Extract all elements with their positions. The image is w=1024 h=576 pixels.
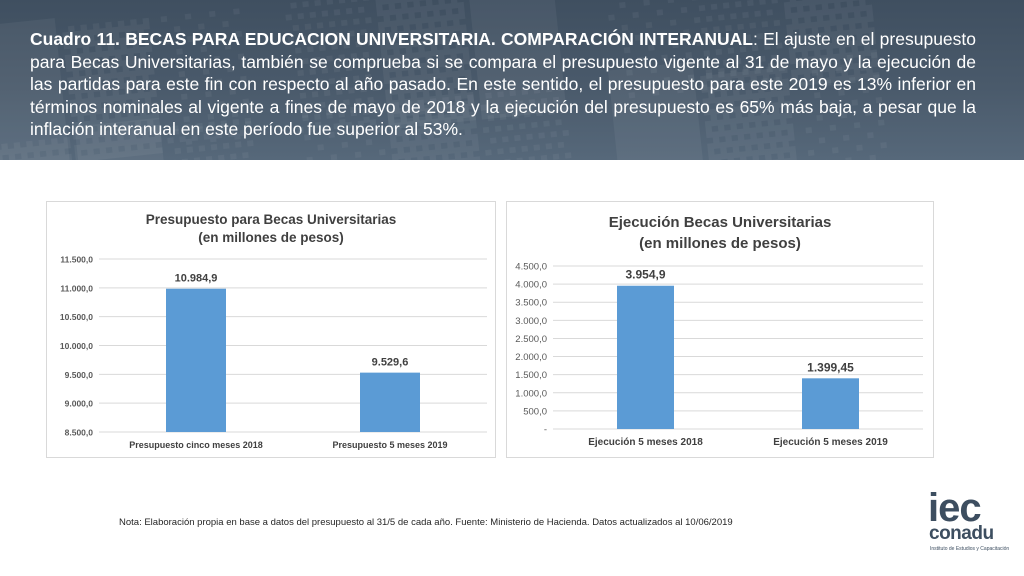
header-body: : El ajuste en el presupuesto para Becas…	[30, 29, 976, 139]
y-tick-label: 9.000,0	[65, 399, 94, 409]
footnote: Nota: Elaboración propia en base a datos…	[119, 517, 733, 528]
y-tick-label: 9.500,0	[65, 370, 94, 380]
category-label: Presupuesto cinco meses 2018	[129, 440, 263, 450]
data-label: 1.399,45	[807, 360, 854, 374]
y-tick-label: 2.500,0	[515, 334, 547, 345]
logo-conadu-text: conadu	[929, 523, 994, 544]
chart-ejecucion: Ejecución Becas Universitarias (en millo…	[506, 201, 934, 458]
bar	[802, 378, 859, 429]
chart-title: Ejecución Becas Universitarias (en millo…	[507, 212, 933, 254]
y-tick-label: 11.500,0	[60, 255, 93, 265]
chart-title: Presupuesto para Becas Universitarias (e…	[47, 211, 495, 247]
y-tick-label: -	[544, 425, 547, 436]
chart-ejecucion-plot: - 500,0 1.000,0 1.500,0 2.000,0 2.500,0 3.000,…	[515, 262, 923, 448]
chart-presupuesto: Presupuesto para Becas Universitarias (e…	[46, 201, 496, 458]
chart-title-line2: (en millones de pesos)	[639, 235, 801, 252]
y-tick-label: 11.000,0	[60, 283, 93, 293]
header-title: Cuadro 11. BECAS PARA EDUCACION UNIVERSI…	[30, 29, 753, 49]
iec-conadu-logo: iec conadu Instituto de Estudios y Capac…	[928, 488, 1010, 554]
y-tick-label: 4.000,0	[515, 280, 547, 291]
y-tick-label: 3.000,0	[515, 316, 547, 327]
logo-iec-text: iec	[928, 486, 982, 530]
chart-presupuesto-plot: 8.500,0 9.000,0 9.500,0 10.000,0 10.500,0 11.…	[60, 255, 487, 450]
bar	[617, 285, 674, 429]
header-banner: █▓░ ▒▓█ ░▒▓ ▓█▒ ░▓▒ █▓░ Cuadro 11. BECAS …	[0, 0, 1024, 160]
bar	[166, 288, 226, 432]
category-label: Ejecución 5 meses 2019	[773, 437, 888, 448]
chart-title-line2: (en millones de pesos)	[198, 230, 344, 245]
y-tick-label: 4.500,0	[515, 262, 547, 273]
y-tick-label: 1.500,0	[515, 370, 547, 381]
header-description: Cuadro 11. BECAS PARA EDUCACION UNIVERSI…	[30, 28, 976, 141]
data-label: 10.984,9	[175, 273, 218, 285]
logo-subtitle: Instituto de Estudios y Capacitación	[930, 546, 1010, 552]
category-label: Ejecución 5 meses 2018	[588, 437, 703, 448]
y-tick-label: 8.500,0	[65, 428, 94, 438]
bar	[360, 372, 420, 432]
y-tick-label: 10.000,0	[60, 341, 93, 351]
y-tick-label: 1.000,0	[515, 388, 547, 399]
chart-title-line1: Presupuesto para Becas Universitarias	[145, 212, 397, 227]
y-tick-label: 3.500,0	[515, 298, 547, 309]
y-tick-label: 10.500,0	[60, 312, 93, 322]
category-label: Presupuesto 5 meses 2019	[332, 440, 447, 450]
chart-title-line1: Ejecución Becas Universitarias	[608, 214, 832, 231]
y-tick-label: 500,0	[523, 406, 547, 417]
data-label: 3.954,9	[625, 268, 665, 282]
data-label: 9.529,6	[372, 357, 409, 369]
y-tick-label: 2.000,0	[515, 352, 547, 363]
